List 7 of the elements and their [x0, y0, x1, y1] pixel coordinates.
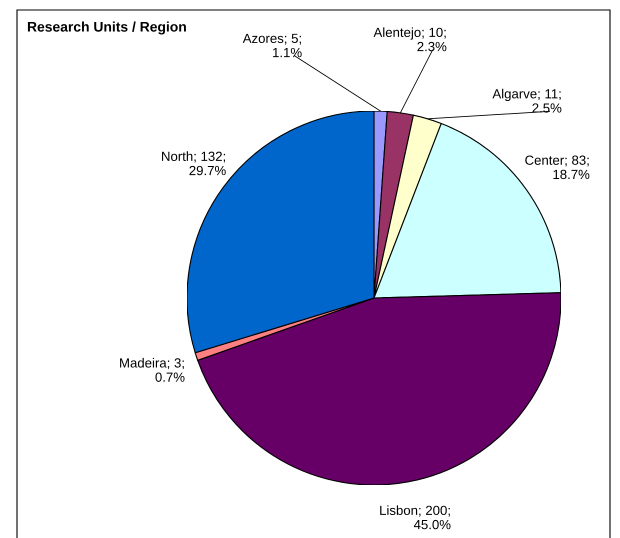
chart-title: Research Units / Region: [28, 21, 186, 35]
slice-label: Azores; 5; 1.1%: [242, 34, 302, 58]
slice-label: Center; 83; 18.7%: [525, 156, 590, 180]
slice-label: Madeira; 3; 0.7%: [120, 358, 185, 382]
slice-label: Alentejo; 10; 2.3%: [374, 27, 446, 52]
slice-label: North; 132; 29.7%: [162, 151, 226, 176]
slice-label: Lisbon; 200; 45.0%: [380, 505, 451, 530]
